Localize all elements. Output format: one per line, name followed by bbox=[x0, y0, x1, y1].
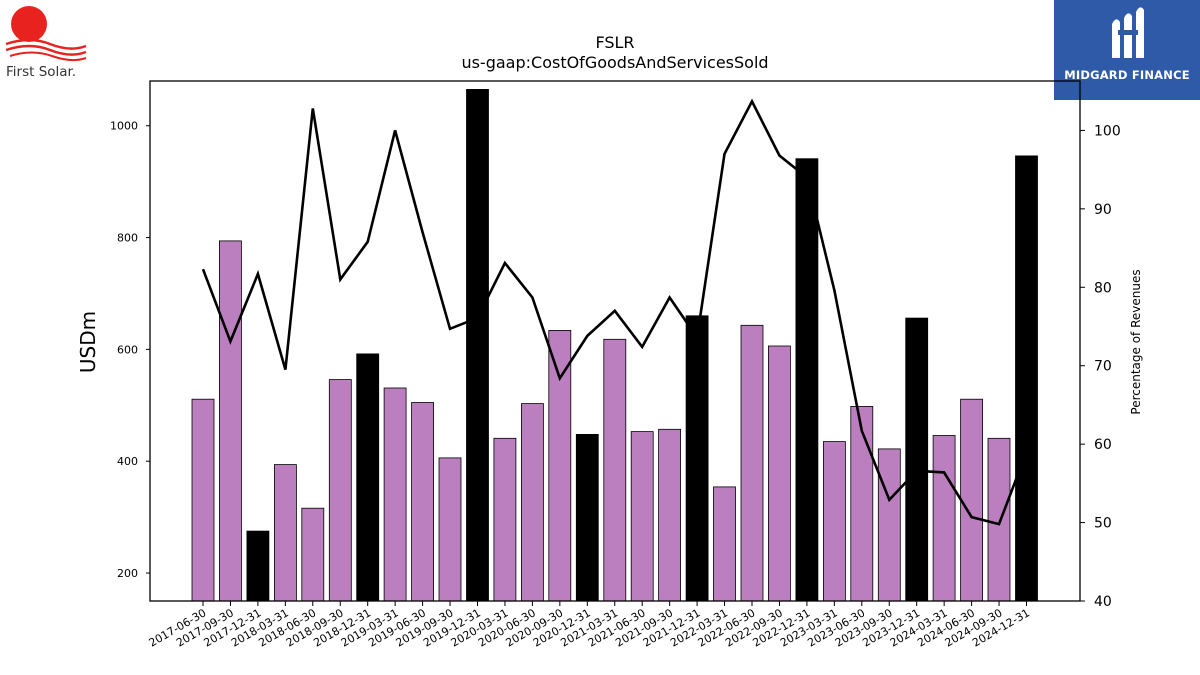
bar-2020-03-31 bbox=[493, 437, 517, 602]
bar-2018-09-30 bbox=[328, 379, 352, 602]
bars-group bbox=[191, 89, 1038, 602]
bar-2019-06-30 bbox=[411, 402, 435, 602]
y2-tick-label-90: 90 bbox=[1094, 202, 1112, 218]
line-group bbox=[201, 98, 1028, 526]
percentage-line bbox=[201, 98, 1028, 526]
bar-2024-06-30 bbox=[960, 398, 983, 602]
y-tick-label-800: 800 bbox=[117, 232, 138, 245]
y2-axis-label: Percentage of Revenues bbox=[1129, 269, 1143, 414]
bar-2023-03-31 bbox=[823, 441, 846, 602]
y-tick-label-1000: 1000 bbox=[110, 120, 138, 133]
y2-tick-label-50: 50 bbox=[1094, 516, 1112, 532]
bar-2020-12-31 bbox=[575, 433, 599, 602]
bar-2022-06-30 bbox=[740, 324, 764, 602]
y2-tick-label-60: 60 bbox=[1094, 437, 1112, 453]
bar-2021-03-31 bbox=[603, 338, 627, 602]
first-solar-logo: First Solar. bbox=[0, 0, 100, 90]
bar-2017-09-30 bbox=[218, 240, 242, 602]
midgard-emblem-icon bbox=[1112, 7, 1144, 59]
y2-tick-label-70: 70 bbox=[1094, 359, 1112, 375]
bar-2018-06-30 bbox=[301, 507, 325, 602]
bar-2019-12-31 bbox=[466, 89, 489, 602]
chart-subtitle: us-gaap:CostOfGoodsAndServicesSold bbox=[461, 53, 768, 72]
bar-2020-06-30 bbox=[521, 403, 544, 602]
bar-2018-03-31 bbox=[273, 464, 297, 602]
bar-2020-09-30 bbox=[548, 329, 572, 602]
y2-tick-label-80: 80 bbox=[1094, 280, 1112, 296]
bar-2021-06-30 bbox=[630, 431, 654, 602]
bar-2024-03-31 bbox=[932, 435, 956, 602]
bar-2021-09-30 bbox=[658, 428, 681, 602]
bar-2019-03-31 bbox=[383, 387, 407, 602]
midgard-finance-logo-text: MIDGARD FINANCE bbox=[1064, 68, 1190, 82]
bar-2021-12-31 bbox=[685, 315, 709, 602]
bar-2017-06-30 bbox=[191, 398, 215, 602]
bar-2022-03-31 bbox=[713, 486, 736, 602]
bar-2023-09-30 bbox=[877, 448, 901, 602]
bar-2023-06-30 bbox=[850, 405, 874, 602]
bar-2024-12-31 bbox=[1015, 155, 1038, 602]
y-axis-label: USDm bbox=[76, 311, 100, 373]
bar-2017-12-31 bbox=[246, 530, 270, 602]
bar-2022-12-31 bbox=[795, 158, 819, 602]
y-tick-label-600: 600 bbox=[117, 343, 138, 356]
y2-tick-label-100: 100 bbox=[1094, 123, 1121, 139]
y2-tick-label-40: 40 bbox=[1094, 594, 1112, 610]
bar-2023-12-31 bbox=[905, 317, 929, 602]
first-solar-sun-icon bbox=[5, 6, 87, 62]
bar-2022-09-30 bbox=[768, 345, 791, 602]
y-tick-label-200: 200 bbox=[117, 567, 138, 580]
bar-2024-09-30 bbox=[987, 437, 1011, 602]
chart-title: FSLR bbox=[595, 33, 634, 52]
midgard-finance-logo: MIDGARD FINANCE bbox=[1054, 0, 1200, 100]
y-tick-label-400: 400 bbox=[117, 455, 138, 468]
bar-2019-09-30 bbox=[438, 457, 462, 602]
bar-2018-12-31 bbox=[356, 353, 380, 602]
first-solar-logo-text: First Solar. bbox=[6, 64, 77, 80]
